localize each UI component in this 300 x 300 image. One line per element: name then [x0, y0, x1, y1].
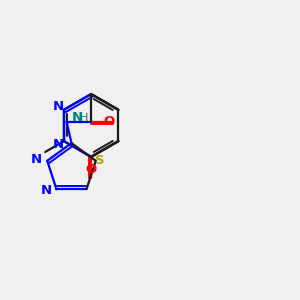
Text: N: N — [31, 153, 42, 166]
Text: N: N — [71, 111, 82, 124]
Text: H: H — [80, 112, 89, 123]
Text: N: N — [52, 138, 64, 151]
Text: O: O — [103, 115, 114, 128]
Text: S: S — [95, 154, 104, 167]
Text: O: O — [85, 164, 97, 176]
Text: N: N — [52, 100, 64, 113]
Text: N: N — [40, 184, 52, 197]
